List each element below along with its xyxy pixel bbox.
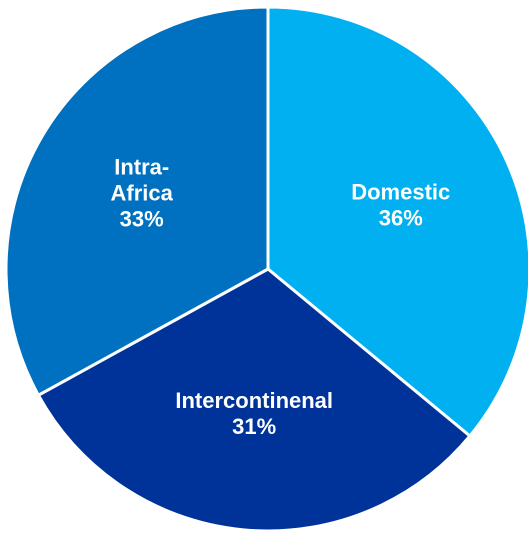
pie-slice-2 xyxy=(4,5,270,397)
pie-slice-label-1: Intercontinenal 31% xyxy=(175,388,333,439)
pie-slice-name-0: Domestic xyxy=(351,179,450,204)
pie-slice-label-0: Domestic 36% xyxy=(351,179,450,230)
pie-slice-percent-1: 31% xyxy=(232,414,276,439)
pie-slice-percent-0: 36% xyxy=(379,205,423,230)
pie-slice-label-2: Intra-Africa 33% xyxy=(111,154,174,231)
pie-slice-name-2: Intra- xyxy=(114,154,169,179)
pie-labels: Domestic 36% Intercontinenal 31% Intra-Afric… xyxy=(111,154,451,439)
pie-slice-name-1: Intercontinenal xyxy=(175,388,333,413)
pie-slices xyxy=(4,5,528,533)
pie-slice-percent-2: 33% xyxy=(120,206,164,231)
pie-slice-name-2: Africa xyxy=(111,180,174,205)
pie-slice-0 xyxy=(266,5,528,438)
pie-slice-1 xyxy=(36,267,472,533)
